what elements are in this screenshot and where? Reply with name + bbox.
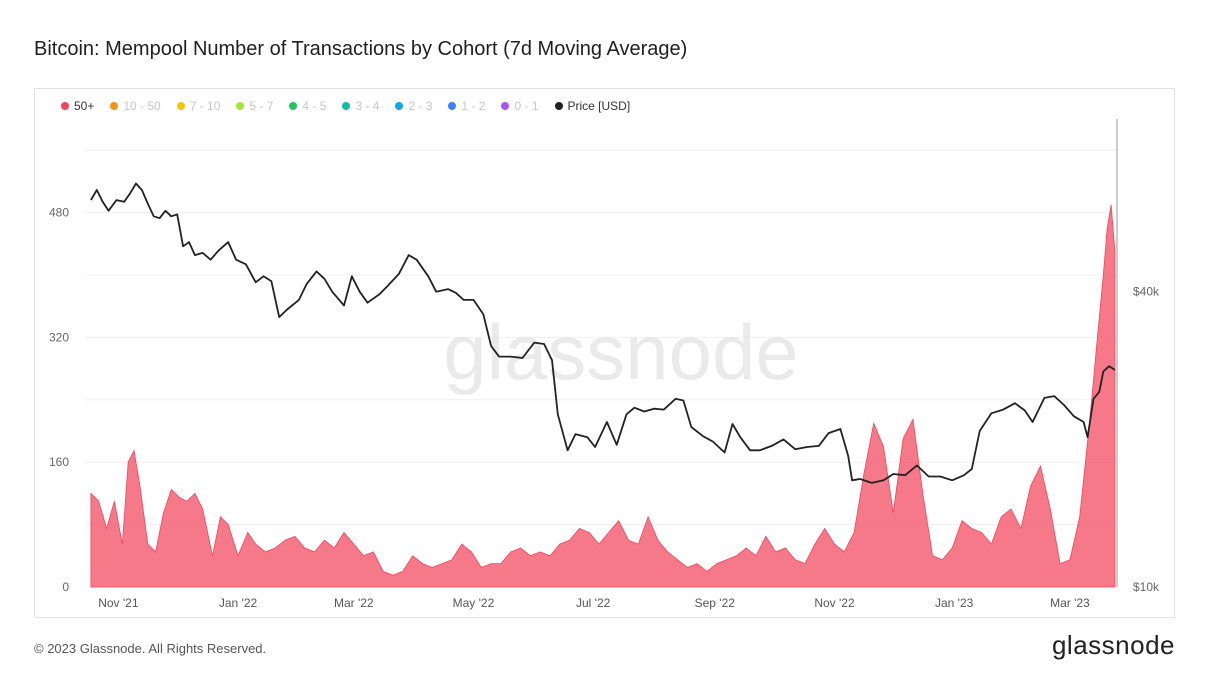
- legend-item[interactable]: 7 - 10: [176, 99, 221, 113]
- legend-dot-icon: [236, 102, 245, 110]
- x-tick-label: Jan '22: [219, 596, 258, 610]
- legend-item[interactable]: 4 - 5: [289, 99, 326, 113]
- x-tick-label: Jan '23: [935, 596, 974, 610]
- legend-dot-icon: [395, 102, 404, 110]
- watermark-text: glassnode: [443, 308, 799, 396]
- legend-dot-icon: [554, 102, 563, 110]
- legend-dot-icon: [110, 102, 119, 110]
- legend-dot-icon: [176, 102, 185, 110]
- series-area-50plus: [90, 204, 1116, 588]
- legend-label: 1 - 2: [461, 99, 486, 113]
- legend-dot-icon: [289, 102, 298, 110]
- x-tick-label: Mar '23: [1050, 596, 1090, 610]
- legend-label: 10 - 50: [123, 99, 161, 113]
- legend-label: 4 - 5: [302, 99, 327, 113]
- legend-dot-icon: [61, 102, 69, 110]
- y-left-tick-label: 0: [62, 580, 69, 594]
- x-tick-label: Mar '22: [334, 596, 374, 610]
- x-tick-label: Jul '22: [576, 596, 611, 610]
- y-right-tick-label: $10k: [1133, 580, 1160, 594]
- x-tick-label: Nov '21: [98, 596, 139, 610]
- y-right-tick-label: $40k: [1133, 285, 1160, 299]
- chart-canvas: glassnode 0 160 320 480 $10k $40k Nov '21 Jan '2…: [49, 119, 1160, 610]
- legend-dot-icon: [448, 102, 457, 110]
- legend-dot-icon: [342, 102, 351, 110]
- legend-dot-icon: [501, 102, 510, 110]
- legend-item[interactable]: 10 - 50: [110, 99, 161, 113]
- legend-item[interactable]: 3 - 4: [342, 99, 379, 113]
- legend-label: 5 - 7: [249, 99, 274, 113]
- legend-label: 2 - 3: [408, 99, 433, 113]
- legend-item[interactable]: 0 - 1: [501, 99, 539, 113]
- x-tick-label: May '22: [453, 596, 495, 610]
- legend-label: 3 - 4: [355, 99, 380, 113]
- chart-panel: 50+ 10 - 50 7 - 10 5 - 7 4 - 5 3 - 4 2 - 3 1 - …: [34, 88, 1175, 618]
- y-left-tick-label: 320: [49, 330, 69, 344]
- series-line-price: [90, 182, 1116, 484]
- legend-label: 7 - 10: [189, 99, 221, 113]
- legend-label: 0 - 1: [514, 99, 539, 113]
- brand-logo[interactable]: glassnode: [1051, 630, 1175, 660]
- chart-legend: 50+ 10 - 50 7 - 10 5 - 7 4 - 5 3 - 4 2 - 3 1 - …: [61, 99, 646, 113]
- chart-title: Bitcoin: Mempool Number of Transactions …: [34, 38, 688, 60]
- x-tick-label: Nov '22: [814, 596, 855, 610]
- legend-item[interactable]: 1 - 2: [448, 99, 485, 113]
- legend-item[interactable]: 50+: [61, 99, 94, 113]
- legend-item[interactable]: 2 - 3: [395, 99, 432, 113]
- x-tick-label: Sep '22: [695, 596, 736, 610]
- y-left-tick-label: 160: [49, 455, 69, 469]
- y-left-tick-label: 480: [49, 206, 69, 220]
- legend-item[interactable]: 5 - 7: [236, 99, 273, 113]
- legend-label: 50+: [74, 99, 95, 113]
- copyright-text: © 2023 Glassnode. All Rights Reserved.: [34, 641, 267, 656]
- legend-item[interactable]: Price [USD]: [554, 99, 631, 113]
- legend-label: Price [USD]: [567, 99, 631, 113]
